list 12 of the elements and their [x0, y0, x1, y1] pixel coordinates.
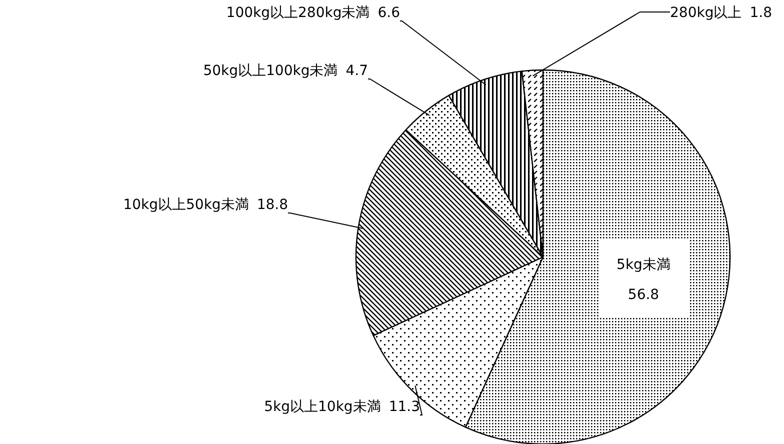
slice-label: 100kg以上280kg未満: [226, 5, 370, 21]
data-label: 11.3: [388, 399, 420, 415]
data-label: 56.8: [628, 286, 660, 303]
slice-label: 10kg以上50kg未満: [123, 197, 249, 213]
slice-label: 50kg以上100kg未満: [203, 63, 338, 79]
data-label: 1.8: [750, 5, 772, 21]
slice-label: 280kg以上: [670, 5, 742, 21]
data-label: 4.7: [346, 63, 368, 79]
data-label: 6.6: [378, 5, 400, 21]
slice-label: 5kg未満: [616, 256, 670, 273]
slice-label: 5kg以上10kg未満: [264, 399, 381, 415]
data-label: 18.8: [256, 197, 288, 213]
